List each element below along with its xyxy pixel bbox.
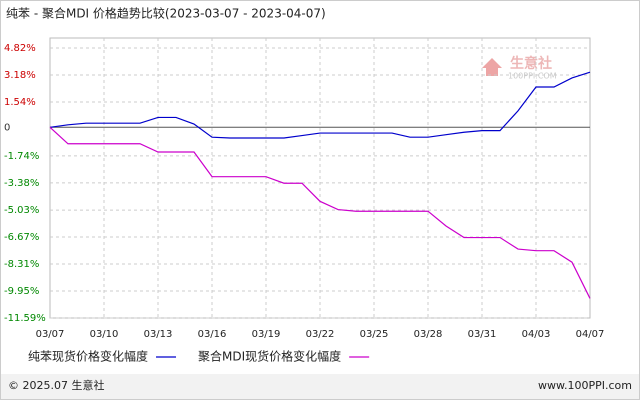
y-tick-label: -3.38% xyxy=(4,178,39,189)
legend-label: 聚合MDI现货价格变化幅度 xyxy=(198,349,341,364)
series-line xyxy=(49,126,591,299)
x-tick-label: 03/22 xyxy=(306,329,335,340)
y-tick-label: 4.82% xyxy=(4,43,36,54)
y-tick-label: 1.54% xyxy=(4,97,36,108)
legend-label: 纯苯现货价格变化幅度 xyxy=(28,349,148,364)
x-tick-label: 03/31 xyxy=(468,329,497,340)
y-tick-label: -8.31% xyxy=(4,259,39,270)
watermark-url: 100PPI.COM xyxy=(508,72,557,81)
footer-band xyxy=(1,374,639,399)
footer-right: www.100PPI.com xyxy=(538,379,632,392)
x-tick-label: 04/03 xyxy=(522,329,551,340)
x-tick-label: 04/07 xyxy=(576,329,605,340)
watermark-name: 生意社 xyxy=(510,55,552,72)
y-tick-label: -9.95% xyxy=(4,286,39,297)
footer-left: © 2025.07 生意社 xyxy=(8,378,104,392)
y-tick-label: 0 xyxy=(4,122,10,133)
x-tick-label: 03/10 xyxy=(90,329,119,340)
y-tick-label: -6.67% xyxy=(4,232,39,243)
x-tick-label: 03/13 xyxy=(144,329,173,340)
watermark-logo xyxy=(482,58,502,76)
series-line xyxy=(49,71,591,139)
x-tick-label: 03/25 xyxy=(360,329,389,340)
y-tick-label: -5.03% xyxy=(4,205,39,216)
x-tick-label: 03/16 xyxy=(198,329,227,340)
chart-title: 纯苯 - 聚合MDI 价格趋势比较(2023-03-07 - 2023-04-0… xyxy=(6,6,326,21)
watermark: 生意社 100PPI.COM xyxy=(482,55,557,81)
x-tick-label: 03/07 xyxy=(36,329,65,340)
x-tick-label: 03/19 xyxy=(252,329,281,340)
y-tick-label: -11.59% xyxy=(4,313,46,324)
y-tick-label: -1.74% xyxy=(4,151,39,162)
x-tick-label: 03/28 xyxy=(414,329,443,340)
y-tick-label: 3.18% xyxy=(4,70,36,81)
